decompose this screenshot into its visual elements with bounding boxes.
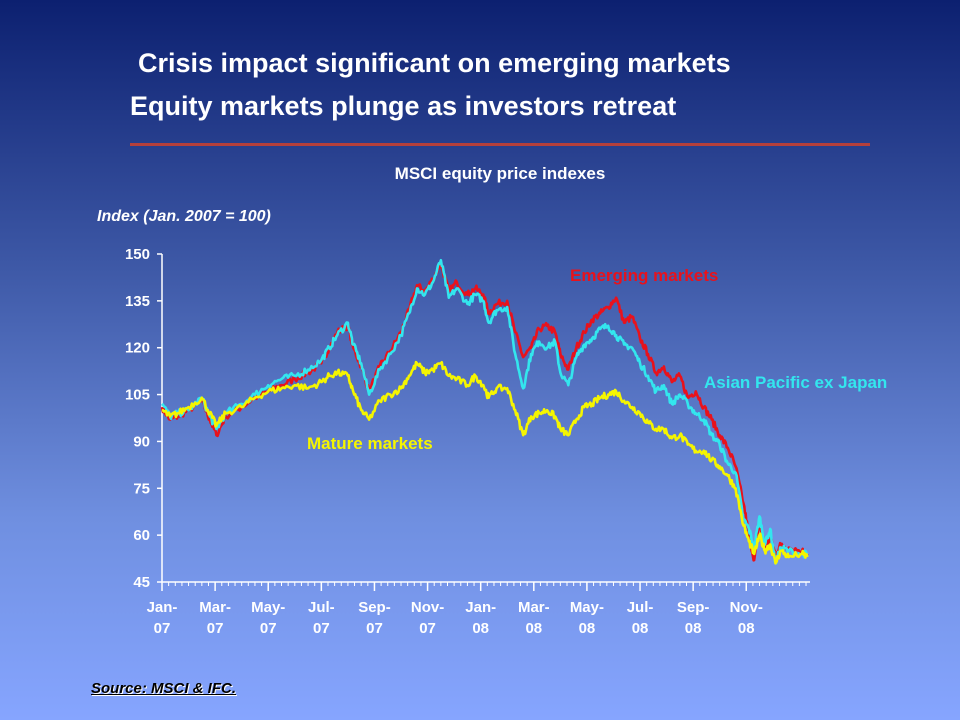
series-lines xyxy=(160,258,809,565)
series-label-mature: Mature markets xyxy=(307,434,433,453)
y-tick-label: 105 xyxy=(125,387,150,404)
y-tick-label: 45 xyxy=(133,574,150,591)
tick-labels: 45 60 75 90 105 120 135 150 Jan-07 Mar-07 May-07 Ju… xyxy=(125,246,763,637)
x-tick-label: Jul-08 xyxy=(627,599,654,637)
y-tick-label: 75 xyxy=(133,480,150,497)
title-line-1: Crisis impact significant on emerging ma… xyxy=(138,48,731,78)
x-tick-label: Mar-08 xyxy=(518,599,550,637)
series-line-mature-markets xyxy=(161,360,809,565)
title-divider xyxy=(130,143,870,146)
x-tick-label: Mar-07 xyxy=(199,599,231,637)
y-tick-label: 135 xyxy=(125,293,150,310)
chart-title: MSCI equity price indexes xyxy=(394,164,606,183)
y-tick-label: 90 xyxy=(133,433,150,450)
x-tick-label: May-07 xyxy=(251,599,285,637)
series-line-asian-pacific-ex-japan xyxy=(161,258,808,565)
source-note: Source: MSCI & IFC. xyxy=(91,680,237,697)
x-tick-label: Nov-07 xyxy=(411,599,444,637)
x-tick-label: Sep-07 xyxy=(358,599,391,637)
x-tick-label: Jan-07 xyxy=(147,599,178,637)
y-tick-label: 60 xyxy=(133,527,150,544)
chart-axes xyxy=(157,253,810,591)
x-tick-label: Nov-08 xyxy=(730,599,763,637)
x-tick-label: Jul-07 xyxy=(308,599,335,637)
y-tick-label: 150 xyxy=(125,246,150,263)
series-label-asia-pacific: Asian Pacific ex Japan xyxy=(704,373,887,392)
x-tick-label: Jan-08 xyxy=(465,599,496,637)
series-label-emerging: Emerging markets xyxy=(570,266,718,285)
x-tick-label: Sep-08 xyxy=(677,599,710,637)
y-tick-label: 120 xyxy=(125,340,150,357)
y-axis-label: Index (Jan. 2007 = 100) xyxy=(97,208,271,225)
x-tick-label: May-08 xyxy=(570,599,604,637)
title-line-2: Equity markets plunge as investors retre… xyxy=(130,91,677,121)
